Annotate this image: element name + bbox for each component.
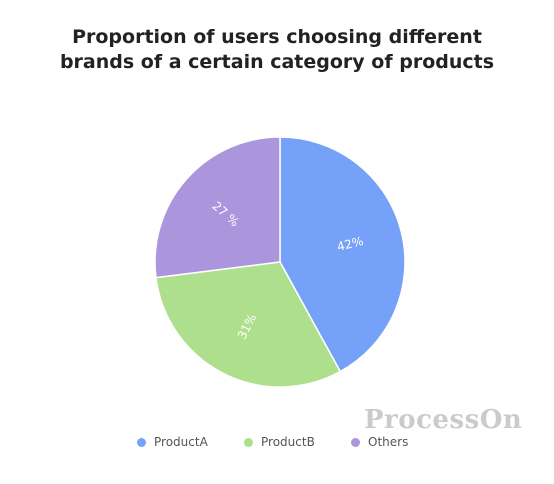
chart-title-line-2: brands of a certain category of products xyxy=(59,51,495,73)
legend-label-productb: ProductB xyxy=(261,435,315,449)
pie-label-producta: 42% xyxy=(336,234,365,254)
legend-item-others[interactable]: Others xyxy=(351,433,408,451)
legend-item-producta[interactable]: ProductA xyxy=(137,433,208,451)
legend-marker-productb xyxy=(244,437,253,447)
pie-slices xyxy=(154,136,406,388)
chart-title: Proportion of users choosing different b… xyxy=(0,25,554,75)
pie-slice-producta[interactable] xyxy=(279,136,406,373)
pie-slice-others[interactable] xyxy=(154,136,281,279)
pie-slice-productb[interactable] xyxy=(155,261,342,388)
watermark-logo: ProcessOn xyxy=(364,405,523,435)
legend-label-producta: ProductA xyxy=(154,435,208,449)
chart-title-line-1: Proportion of users choosing different xyxy=(72,26,482,48)
legend-label-others: Others xyxy=(368,435,409,449)
legend-item-productb[interactable]: ProductB xyxy=(244,433,315,451)
legend-marker-producta xyxy=(137,437,146,447)
legend-marker-others xyxy=(351,437,360,447)
legend: ProductA ProductB Others xyxy=(0,433,554,453)
